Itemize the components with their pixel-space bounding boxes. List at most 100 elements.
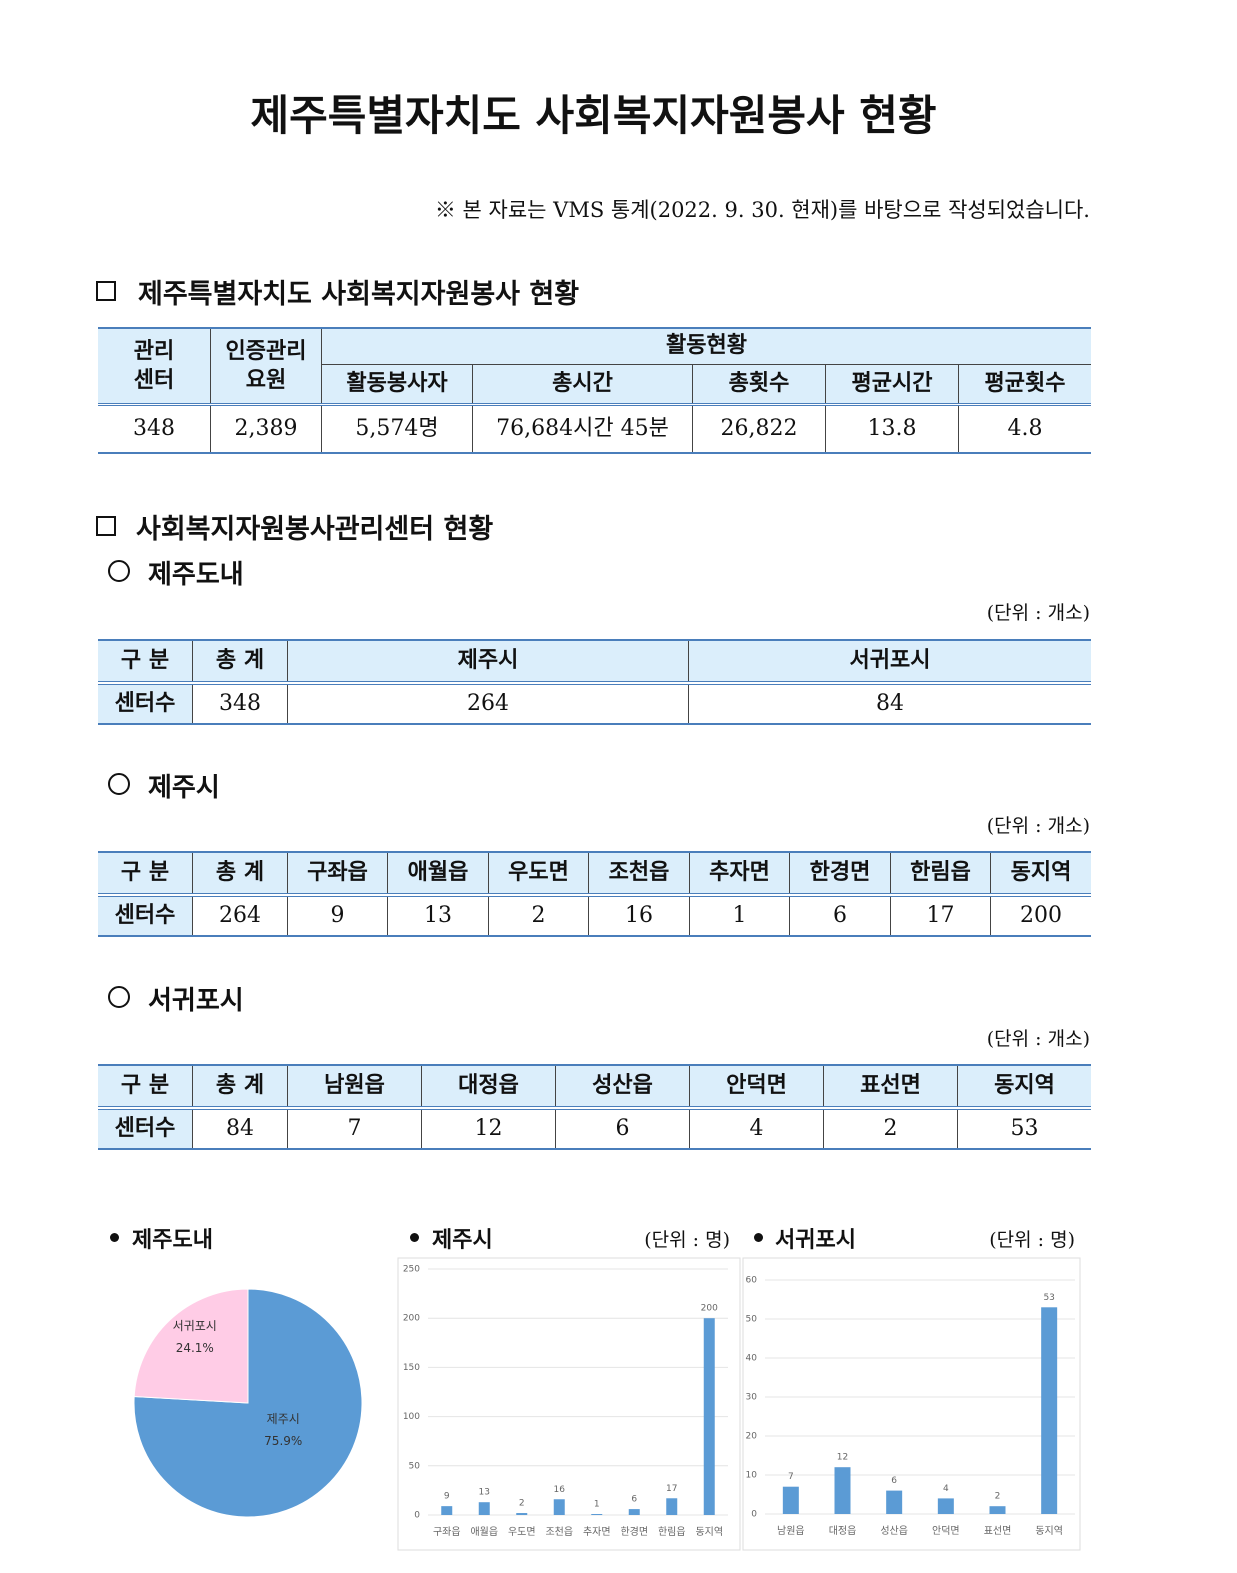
header-cell: 센터수: [98, 1109, 192, 1149]
header-cell: 평균횟수: [958, 364, 1091, 404]
data-label: 7: [788, 1472, 794, 1482]
bar: [703, 1318, 715, 1515]
circle-icon: [108, 560, 130, 582]
rule: [98, 639, 1091, 641]
bar: [989, 1506, 1006, 1514]
x-tick-label: 애월읍: [470, 1526, 498, 1538]
x-tick-label: 구좌읍: [433, 1526, 461, 1538]
x-tick-label: 한림읍: [658, 1526, 686, 1538]
header-cell: 추자면: [689, 853, 789, 894]
data-cell: 84: [688, 684, 1091, 724]
data-cell: 84: [192, 1109, 287, 1149]
data-label: 16: [554, 1485, 566, 1495]
data-label: 1: [594, 1500, 600, 1510]
header-cell: 총 계: [192, 853, 287, 894]
header-cell: 활동현황: [321, 329, 1091, 364]
header-cell: 조천읍: [588, 853, 689, 894]
y-tick-label: 200: [403, 1314, 420, 1324]
x-tick-label: 대정읍: [829, 1525, 857, 1537]
bar: [782, 1486, 799, 1514]
bar: [937, 1498, 954, 1514]
data-cell: 16: [588, 896, 689, 936]
data-cell: 9: [287, 896, 387, 936]
y-tick-label: 0: [414, 1511, 420, 1521]
chart-frame: [742, 1257, 1081, 1551]
header-cell: 남원읍: [287, 1066, 421, 1107]
data-cell: 5,574명: [321, 406, 472, 453]
data-cell: 4.8: [958, 406, 1091, 453]
header-cell: 대정읍: [421, 1066, 555, 1107]
data-cell: 264: [287, 684, 688, 724]
box-icon: [96, 516, 116, 536]
data-cell: 6: [555, 1109, 689, 1149]
data-cell: 348: [192, 684, 287, 724]
y-tick-label: 0: [751, 1510, 757, 1520]
pie-label: 제주시 75.9%: [258, 1408, 308, 1452]
x-tick-label: 안덕면: [932, 1525, 960, 1537]
data-cell: 348: [133, 416, 175, 442]
data-cell: 12: [421, 1109, 555, 1149]
x-tick-label: 성산읍: [880, 1525, 908, 1537]
pie-category: 제주시: [266, 1412, 300, 1427]
data-label: 53: [1043, 1293, 1054, 1303]
pie-value: 75.9%: [264, 1434, 303, 1449]
bullet: [110, 1233, 119, 1242]
header-cell: 구 분: [98, 641, 192, 682]
rule: [98, 893, 1091, 897]
header-cell: 한림읍: [890, 853, 990, 894]
header-cell: 구 분: [98, 853, 192, 894]
bar: [834, 1467, 851, 1514]
data-cell: 4: [689, 1109, 823, 1149]
data-label: 2: [995, 1492, 1001, 1502]
header-cell: 인증관리 요원: [210, 329, 321, 404]
data-label: 4: [943, 1484, 949, 1494]
bar: [441, 1506, 453, 1515]
y-tick-label: 100: [403, 1412, 420, 1422]
unit: (단위 : 개소): [986, 1028, 1090, 1050]
header-cell: 한경면: [789, 853, 890, 894]
section-heading: 사회복지자원봉사관리센터 현황: [136, 514, 494, 545]
data-cell: 264: [192, 896, 287, 936]
rule: [98, 681, 1091, 685]
x-tick-label: 남원읍: [777, 1525, 805, 1537]
circle-icon: [108, 986, 130, 1008]
data-cell: 13: [387, 896, 488, 936]
unit: (단위 : 명): [989, 1229, 1075, 1251]
data-label: 2: [519, 1499, 525, 1509]
rule: [98, 851, 1091, 853]
header-cell: 표선면: [823, 1066, 957, 1107]
x-tick-label: 한경면: [620, 1525, 648, 1538]
data-label: 13: [479, 1488, 490, 1498]
data-cell: 1: [689, 896, 789, 936]
header-cell: 관리 센터: [98, 329, 210, 404]
rule: [98, 1106, 1091, 1110]
rule: [98, 723, 1091, 725]
header-cell: 동지역: [957, 1066, 1091, 1107]
pie-slice: [133, 1288, 249, 1404]
unit: (단위 : 개소): [986, 602, 1090, 624]
header-cell: 총 계: [192, 641, 287, 682]
y-tick-label: 40: [746, 1354, 758, 1364]
pie-label: 서귀포시 24.1%: [170, 1315, 220, 1359]
x-tick-label: 동지역: [695, 1526, 723, 1538]
data-cell: 2: [488, 896, 588, 936]
bar: [886, 1490, 903, 1514]
header-cell: 제주시: [287, 641, 688, 682]
unit: (단위 : 명): [644, 1229, 730, 1251]
bar: [516, 1513, 528, 1515]
data-label: 6: [631, 1495, 637, 1505]
y-tick-label: 150: [403, 1363, 420, 1373]
header-cell: 센터수: [98, 896, 192, 936]
y-tick-label: 20: [746, 1432, 758, 1442]
header-cell: 활동봉사자: [321, 364, 472, 404]
subsection-heading: 제주도내: [148, 560, 244, 590]
data-cell: 2: [823, 1109, 957, 1149]
bar: [553, 1499, 565, 1515]
header-cell: 안덕면: [689, 1066, 823, 1107]
bullet: [410, 1233, 419, 1242]
data-label: 9: [444, 1492, 450, 1502]
data-cell: 76,684시간 45분: [472, 406, 692, 453]
bar: [591, 1514, 603, 1515]
